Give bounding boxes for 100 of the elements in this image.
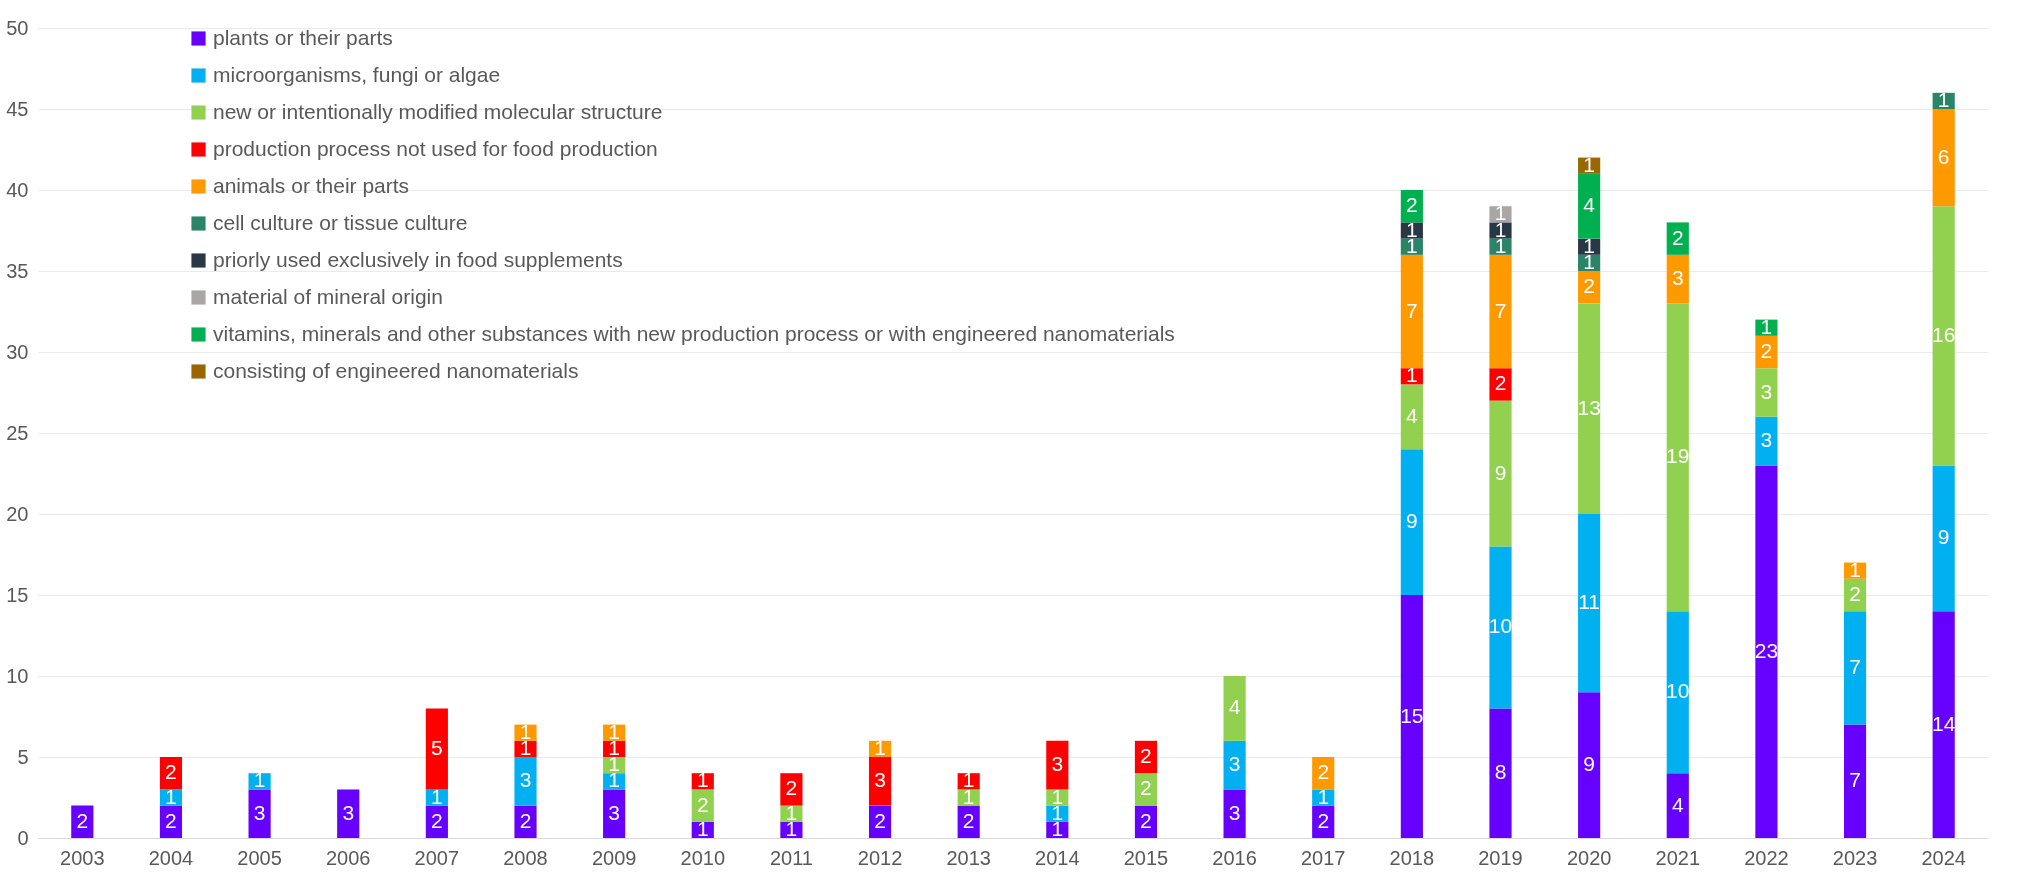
y-tick-label: 45	[6, 97, 29, 120]
data-label: 3	[1760, 379, 1773, 403]
bar	[1666, 254, 1689, 304]
data-label: 2	[1583, 274, 1595, 298]
data-label: 9	[1937, 525, 1950, 549]
data-label: 2	[874, 808, 886, 832]
bar	[868, 757, 892, 806]
x-tick-label: 2011	[769, 846, 813, 869]
legend-label: production process not used for food production	[213, 136, 658, 160]
bar	[1755, 368, 1778, 417]
data-label: 1	[696, 768, 709, 792]
bar	[514, 757, 537, 806]
y-tick-label: 20	[6, 502, 29, 525]
bar	[1400, 449, 1423, 595]
y-tick-label: 40	[6, 178, 29, 201]
bar	[1489, 368, 1512, 401]
bar	[1666, 773, 1689, 838]
data-label: 1	[696, 816, 709, 840]
data-label: 3	[253, 800, 266, 824]
bar	[1134, 773, 1158, 806]
bar	[425, 708, 448, 790]
bar	[1666, 611, 1689, 774]
legend-label: priorly used exclusively in food supplements	[213, 247, 623, 271]
data-label: 7	[1849, 654, 1861, 678]
x-tick-label: 2018	[1389, 846, 1435, 869]
bar	[1578, 692, 1601, 838]
bar	[1578, 514, 1601, 693]
bar	[1932, 206, 1955, 466]
bar	[603, 789, 626, 838]
data-label: 2	[1317, 808, 1330, 832]
bar	[691, 789, 714, 822]
data-label: 2	[165, 760, 177, 784]
data-label: 1	[1317, 784, 1330, 808]
data-label: 2	[1140, 776, 1152, 800]
data-label: 10	[1666, 679, 1690, 703]
data-label: 1	[1406, 363, 1418, 387]
bar	[1400, 254, 1423, 369]
bar	[1666, 222, 1689, 255]
data-label: 1	[253, 768, 266, 792]
data-label: 23	[1754, 638, 1779, 662]
data-label: 3	[1671, 266, 1684, 290]
data-label: 9	[1494, 460, 1507, 484]
bar	[1755, 416, 1778, 466]
data-label: 2	[1406, 193, 1418, 217]
bar	[780, 773, 803, 806]
bar	[1400, 384, 1423, 450]
legend-label: animals or their parts	[213, 173, 410, 197]
x-tick-label: 2004	[148, 846, 194, 869]
legend-label: microorganisms, fungi or algae	[213, 62, 501, 86]
data-label: 2	[1494, 371, 1507, 395]
bar	[1489, 400, 1512, 547]
data-label: 6	[1937, 144, 1950, 168]
bar	[1666, 303, 1689, 612]
data-label: 3	[1051, 752, 1064, 776]
bar	[1755, 465, 1778, 838]
data-label: 2	[1317, 760, 1330, 784]
data-label: 3	[342, 800, 355, 824]
x-tick-label: 2007	[414, 846, 460, 869]
x-tick-label: 2024	[1921, 846, 1966, 869]
y-tick-label: 35	[6, 259, 29, 282]
legend-label: cell culture or tissue culture	[213, 210, 468, 234]
y-tick-label: 5	[17, 745, 29, 768]
x-tick-label: 2021	[1655, 846, 1701, 869]
y-tick-label: 15	[6, 583, 29, 606]
data-label: 3	[1760, 428, 1773, 452]
bar	[1223, 676, 1246, 741]
x-tick-label: 2023	[1832, 846, 1878, 869]
data-label: 1	[1937, 87, 1950, 111]
bar	[1932, 109, 1955, 207]
data-label: 2	[696, 792, 709, 816]
bar	[1223, 740, 1246, 790]
data-label: 3	[608, 800, 620, 824]
data-label: 2	[1140, 744, 1152, 767]
bar	[1578, 303, 1601, 514]
data-label: 2	[1671, 225, 1684, 249]
bar	[1489, 546, 1512, 709]
x-tick-label: 2019	[1478, 846, 1523, 869]
x-tick-label: 2020	[1566, 846, 1612, 869]
data-label: 4	[1671, 792, 1684, 816]
y-tick-label: 0	[17, 826, 29, 849]
legend-label: plants or their parts	[213, 25, 393, 49]
x-tick-label: 2012	[857, 846, 903, 869]
y-tick-label: 25	[6, 421, 29, 444]
data-label: 1	[1849, 557, 1861, 581]
data-label: 2	[1140, 808, 1152, 832]
data-label: 3	[519, 768, 532, 792]
data-label: 15	[1400, 703, 1424, 727]
data-label: 2	[165, 808, 177, 832]
y-tick-label: 50	[6, 16, 29, 39]
data-label: 11	[1578, 590, 1601, 614]
data-label: 2	[76, 808, 89, 832]
bar	[1046, 740, 1069, 790]
data-label: 3	[1228, 800, 1241, 824]
data-label: 1	[165, 784, 177, 808]
data-label: 1	[431, 784, 443, 808]
x-tick-label: 2017	[1300, 846, 1346, 869]
bar	[1400, 595, 1423, 838]
data-label: 14	[1932, 711, 1956, 735]
data-label: 7	[1849, 768, 1861, 792]
data-label: 13	[1577, 395, 1601, 419]
